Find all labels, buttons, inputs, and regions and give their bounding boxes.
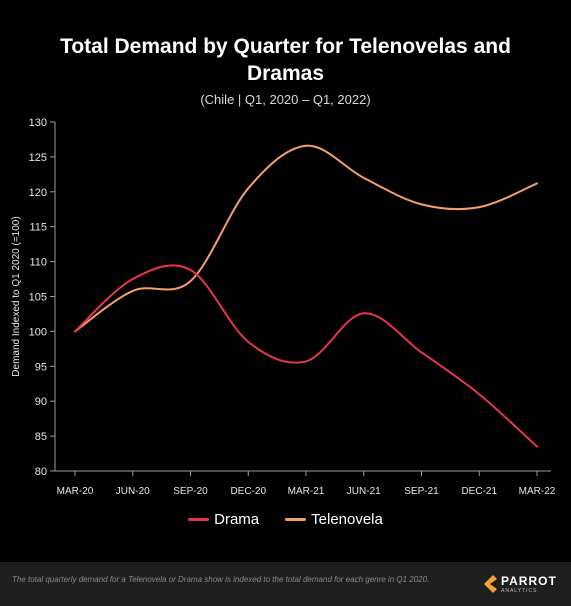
series-line-drama xyxy=(74,264,538,448)
x-tick-label: DEC-21 xyxy=(461,486,497,497)
x-tick-label: MAR-21 xyxy=(288,486,325,497)
brand-logo: PARROT ANALYTICS xyxy=(484,574,557,594)
footnote: The total quarterly demand for a Telenov… xyxy=(12,575,430,584)
y-tick-label: 110 xyxy=(29,257,47,269)
legend-swatch-drama xyxy=(188,518,210,521)
x-tick-label: JUN-20 xyxy=(116,486,150,497)
y-tick-label: 130 xyxy=(29,117,47,129)
brand-name: PARROT xyxy=(501,573,557,588)
x-tick-label: SEP-21 xyxy=(404,486,439,497)
legend-item-drama: Drama xyxy=(188,511,259,528)
legend-item-telenovela: Telenovela xyxy=(285,511,383,528)
y-tick-label: 95 xyxy=(35,361,47,373)
parrot-logo-icon xyxy=(484,575,497,593)
y-tick-label: 90 xyxy=(35,396,47,408)
brand-subtitle: ANALYTICS xyxy=(501,587,538,594)
footer-bar xyxy=(0,562,571,606)
x-tick-label: MAR-20 xyxy=(57,486,94,497)
chart-subtitle: (Chile | Q1, 2020 – Q1, 2022) xyxy=(200,92,371,107)
x-tick-label: DEC-20 xyxy=(230,486,266,497)
y-tick-label: 80 xyxy=(35,466,47,478)
y-tick-label: 105 xyxy=(29,292,47,304)
y-tick-label: 120 xyxy=(29,187,47,199)
y-tick-label: 100 xyxy=(29,326,47,338)
legend-label-telenovela: Telenovela xyxy=(311,511,383,528)
chart-title: Total Demand by Quarter for Telenovelas … xyxy=(60,35,511,85)
y-tick-label: 115 xyxy=(29,222,47,234)
y-axis-title: Demand Indexed to Q1 2020 (=100) xyxy=(11,216,22,376)
legend: Drama Telenovela xyxy=(0,511,571,528)
y-tick-label: 125 xyxy=(29,152,47,164)
y-tick-label: 85 xyxy=(35,431,47,443)
x-tick-label: SEP-20 xyxy=(173,486,208,497)
x-tick-label: MAR-22 xyxy=(519,486,556,497)
line-chart: 80 85 90 95 100 105 110 115 120 125 130 MAR-20 JUN-2… xyxy=(11,117,556,497)
series-line-telenovela xyxy=(74,144,538,333)
x-tick-label: JUN-21 xyxy=(347,486,381,497)
legend-label-drama: Drama xyxy=(214,511,260,528)
legend-swatch-telenovela xyxy=(285,518,307,521)
